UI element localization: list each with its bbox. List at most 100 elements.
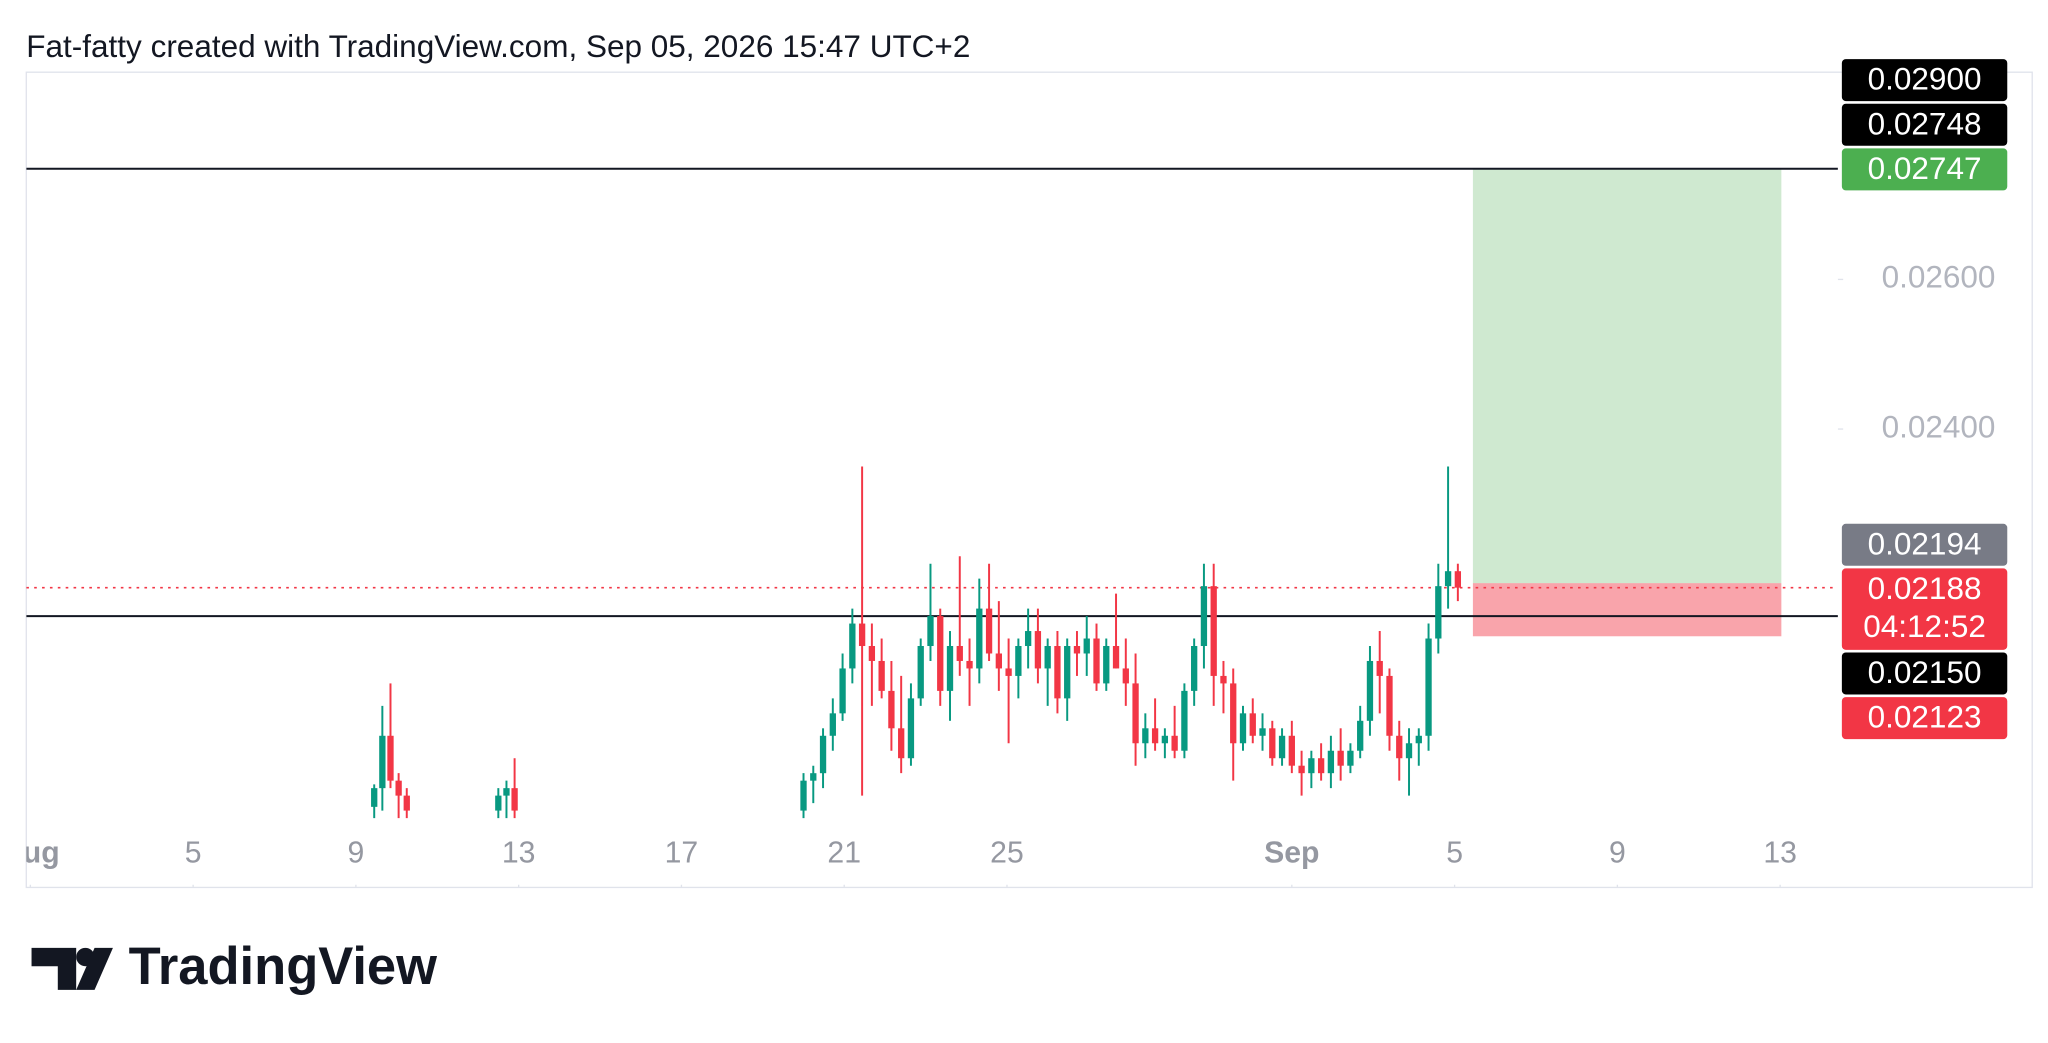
x-tick-label: Aug [1, 837, 60, 870]
candle-body [1259, 728, 1266, 736]
price-badge-label: 0.02747 [1868, 150, 1982, 186]
x-tick-label: 21 [827, 837, 861, 870]
candle-body [1376, 660, 1383, 676]
x-tick-label: 9 [1609, 837, 1626, 870]
candle-body [1054, 646, 1061, 699]
price-badge-label: 0.02188 [1868, 570, 1982, 606]
candle-body [1308, 758, 1315, 774]
candle-body [1239, 713, 1247, 744]
loss-zone [1472, 583, 1782, 637]
brand-logo [31, 947, 113, 990]
price-badge [1841, 697, 2008, 740]
candle-body [1122, 668, 1129, 684]
candle-body [917, 646, 924, 699]
price-badge-label: 0.02123 [1868, 699, 1982, 735]
candle-body [1093, 638, 1100, 684]
candle-body [927, 616, 934, 647]
candle-body [907, 698, 915, 759]
x-tick-label: 17 [665, 837, 699, 870]
candle-body [371, 788, 378, 807]
candle-body [1298, 765, 1305, 774]
x-axis: Aug 5 9 13 17 21 25 Sep 5 9 13 [1, 837, 1797, 888]
candle-body [810, 773, 817, 781]
candle-body [946, 646, 954, 691]
candle-body [1249, 713, 1256, 736]
x-tick-label: 13 [502, 837, 536, 870]
candle-body [387, 735, 394, 781]
candle-body [1396, 735, 1403, 759]
candle-body [1200, 586, 1208, 647]
candle-body [1142, 728, 1149, 744]
candle-body [1181, 690, 1188, 751]
candle-body [1015, 646, 1022, 676]
candle-body [1317, 758, 1325, 774]
candle-body [1034, 631, 1042, 669]
price-badge [1841, 652, 2008, 695]
candle-body [1112, 646, 1120, 669]
x-tick-label: 5 [1446, 837, 1463, 870]
price-badge [1841, 523, 2008, 566]
price-badge [1841, 103, 2008, 146]
candle-body [1151, 728, 1159, 744]
candle-body [1005, 668, 1012, 676]
candle-body [1405, 743, 1413, 759]
price-badge-label: 0.02900 [1868, 61, 1982, 97]
candle-body [1073, 646, 1081, 654]
x-tick-label: 5 [185, 837, 202, 870]
candle-body [1171, 735, 1178, 751]
candle-body [995, 653, 1002, 669]
candle-body [1366, 660, 1374, 721]
candle-body [888, 690, 895, 729]
candle-body [379, 735, 386, 789]
chart-frame [25, 71, 2033, 889]
candle-body [1425, 638, 1432, 736]
brand-name: TradingView [129, 937, 437, 996]
price-badge [1841, 148, 2008, 191]
candle-body [1278, 735, 1286, 759]
axes: 0.02400 0.02600 Aug 5 9 13 17 21 25 Sep 5 9 13 0.0290… [1, 59, 2008, 888]
price-badge [1841, 59, 2008, 102]
plot-area [26, 167, 1838, 819]
candle-body [1347, 750, 1354, 766]
price-badge-label: 0.02194 [1868, 525, 1982, 561]
candle-body [1210, 586, 1217, 676]
x-tick-label: 9 [348, 837, 365, 870]
candle-body [1103, 646, 1110, 684]
candle-body [878, 660, 885, 691]
candle-body [1230, 683, 1237, 744]
candle-body [976, 608, 983, 669]
price-badge-label: 0.02150 [1868, 654, 1982, 690]
y-tick-label: 0.02600 [1882, 259, 1996, 295]
candle-body [819, 735, 827, 774]
chart-title: Fat-fatty created with TradingView.com, … [26, 28, 970, 64]
candle-body [829, 713, 836, 736]
candle-body [1337, 750, 1344, 766]
candle-body [1044, 646, 1051, 669]
candle-body [966, 660, 973, 669]
candle-body [868, 646, 876, 661]
candle-body [985, 608, 993, 654]
candle-body [1386, 675, 1393, 736]
candle-body [1415, 735, 1422, 744]
candle-body [1444, 571, 1452, 587]
candle-body [849, 623, 856, 669]
x-tick-label: Sep [1264, 837, 1319, 870]
x-tick-label: 25 [990, 837, 1024, 870]
candle-body [1288, 735, 1295, 766]
candle-body [839, 668, 846, 714]
candle-body [956, 646, 963, 661]
candle-body [937, 616, 944, 691]
candle-body [1435, 586, 1442, 639]
candle-body [495, 795, 502, 811]
candle-body [1024, 631, 1032, 647]
price-badge [1841, 568, 2008, 650]
candle-body [1357, 720, 1364, 751]
candle-body [1269, 728, 1276, 759]
candle-body [1454, 571, 1462, 588]
candle-body [1083, 638, 1090, 654]
candle-body [1191, 646, 1198, 691]
candle-body [800, 780, 807, 811]
candle-body [1327, 750, 1335, 774]
